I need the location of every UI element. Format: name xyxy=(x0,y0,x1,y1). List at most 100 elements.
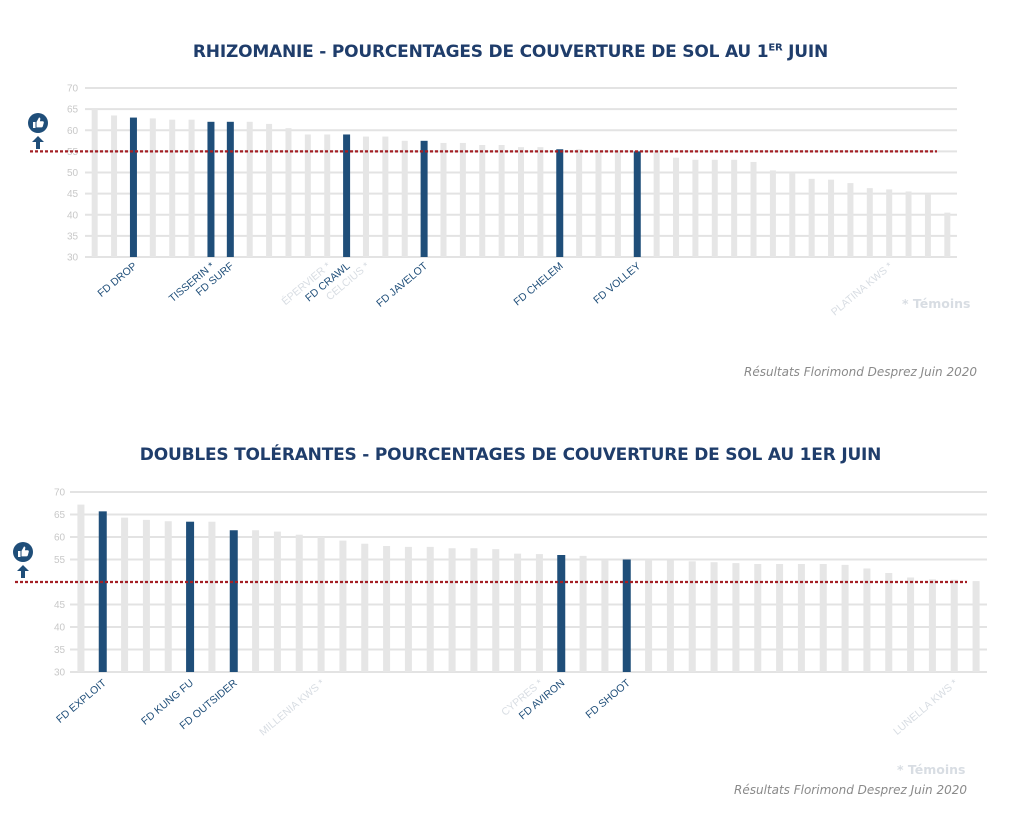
temoins-legend-note: * Témoins xyxy=(897,762,966,777)
x-axis-variety-label: FD DROP xyxy=(95,260,139,300)
bar xyxy=(440,142,447,257)
bar xyxy=(886,189,893,257)
arrow-up-icon xyxy=(17,565,29,578)
bar xyxy=(754,564,762,672)
x-axis-variety-label: FD JAVELOT xyxy=(374,260,430,310)
bar xyxy=(841,564,849,672)
bar xyxy=(944,212,951,257)
bar xyxy=(866,188,873,257)
bar-highlighted xyxy=(207,121,215,257)
bar xyxy=(797,564,805,672)
bar xyxy=(492,549,500,672)
bar xyxy=(246,121,253,257)
bar xyxy=(731,159,738,257)
y-tick-label: 30 xyxy=(54,668,66,679)
y-tick-label: 35 xyxy=(54,645,66,656)
bar xyxy=(401,140,408,257)
bar xyxy=(498,145,505,257)
bar xyxy=(950,579,958,672)
bar xyxy=(361,543,369,672)
bar xyxy=(579,555,587,672)
x-axis-variety-label: PLATINA KWS * xyxy=(829,260,895,318)
bar xyxy=(653,152,660,257)
bar xyxy=(142,519,150,672)
bar xyxy=(711,159,718,257)
y-tick-label: 45 xyxy=(54,600,66,611)
bar xyxy=(732,563,740,672)
bar xyxy=(304,134,311,257)
bar xyxy=(819,564,827,672)
bar-highlighted xyxy=(557,555,566,672)
bar xyxy=(750,161,757,257)
bar xyxy=(404,546,412,672)
bar-highlighted xyxy=(633,151,641,257)
bar xyxy=(426,546,434,672)
bar xyxy=(863,568,871,672)
bar xyxy=(885,573,893,672)
bar xyxy=(339,540,347,672)
bar-highlighted xyxy=(229,530,238,672)
y-tick-label: 70 xyxy=(54,488,66,499)
bar xyxy=(470,548,478,672)
bar xyxy=(149,118,156,257)
bar xyxy=(692,159,699,257)
y-tick-label: 70 xyxy=(67,84,79,95)
thumbs-up-icon xyxy=(13,542,33,562)
bar-highlighted xyxy=(622,559,631,672)
bar xyxy=(847,183,854,257)
bar xyxy=(535,554,543,672)
y-tick-label: 40 xyxy=(67,210,79,221)
bar-highlighted xyxy=(226,121,234,257)
bar xyxy=(924,193,931,257)
bar xyxy=(905,191,912,257)
source-note: Résultats Florimond Desprez Juin 2020 xyxy=(743,365,977,379)
x-axis-variety-label: FD CHELEM xyxy=(511,260,565,308)
thumbs-up-indicator xyxy=(27,112,49,156)
bar xyxy=(518,147,524,257)
bar xyxy=(459,142,466,257)
bar-highlighted xyxy=(343,134,351,257)
y-tick-label: 40 xyxy=(54,623,66,634)
bar xyxy=(273,531,281,672)
bar xyxy=(595,151,602,257)
bar-highlighted xyxy=(556,149,564,257)
bar xyxy=(91,109,98,257)
chart-title-doubles-tolerantes: DOUBLES TOLÉRANTES - POURCENTAGES DE COU… xyxy=(139,445,882,465)
bar xyxy=(537,147,544,257)
x-axis-variety-label: FD EXPLOIT xyxy=(54,677,109,726)
bar xyxy=(111,115,118,258)
bar xyxy=(324,134,331,257)
thumbs-up-icon xyxy=(28,113,48,133)
bar xyxy=(164,521,172,672)
bar xyxy=(776,564,784,672)
bar xyxy=(208,521,216,672)
bar xyxy=(362,136,369,257)
bar xyxy=(317,537,325,672)
x-axis-variety-label: FD SHOOT xyxy=(583,677,633,721)
bar xyxy=(928,579,936,672)
bar-highlighted xyxy=(98,511,107,672)
bar xyxy=(645,559,653,672)
y-tick-label: 60 xyxy=(67,126,79,137)
bar xyxy=(188,119,195,257)
bar xyxy=(614,151,621,257)
bar xyxy=(514,553,522,672)
bar xyxy=(907,577,915,672)
bar xyxy=(601,559,609,672)
x-axis-variety-label: FD VOLLEY xyxy=(591,260,643,306)
bar-highlighted xyxy=(420,140,428,257)
arrow-up-icon xyxy=(32,136,44,149)
bar xyxy=(285,128,292,257)
y-tick-label: 45 xyxy=(67,189,79,200)
y-tick-label: 65 xyxy=(54,510,66,521)
y-tick-label: 60 xyxy=(54,533,66,544)
bar xyxy=(169,119,176,257)
y-tick-label: 30 xyxy=(67,253,79,264)
y-tick-label: 55 xyxy=(54,555,66,566)
source-note: Résultats Florimond Desprez Juin 2020 xyxy=(733,783,967,797)
bar-highlighted xyxy=(186,521,195,672)
temoins-legend-note: * Témoins xyxy=(902,296,971,311)
thumbs-up-indicator xyxy=(12,541,34,585)
